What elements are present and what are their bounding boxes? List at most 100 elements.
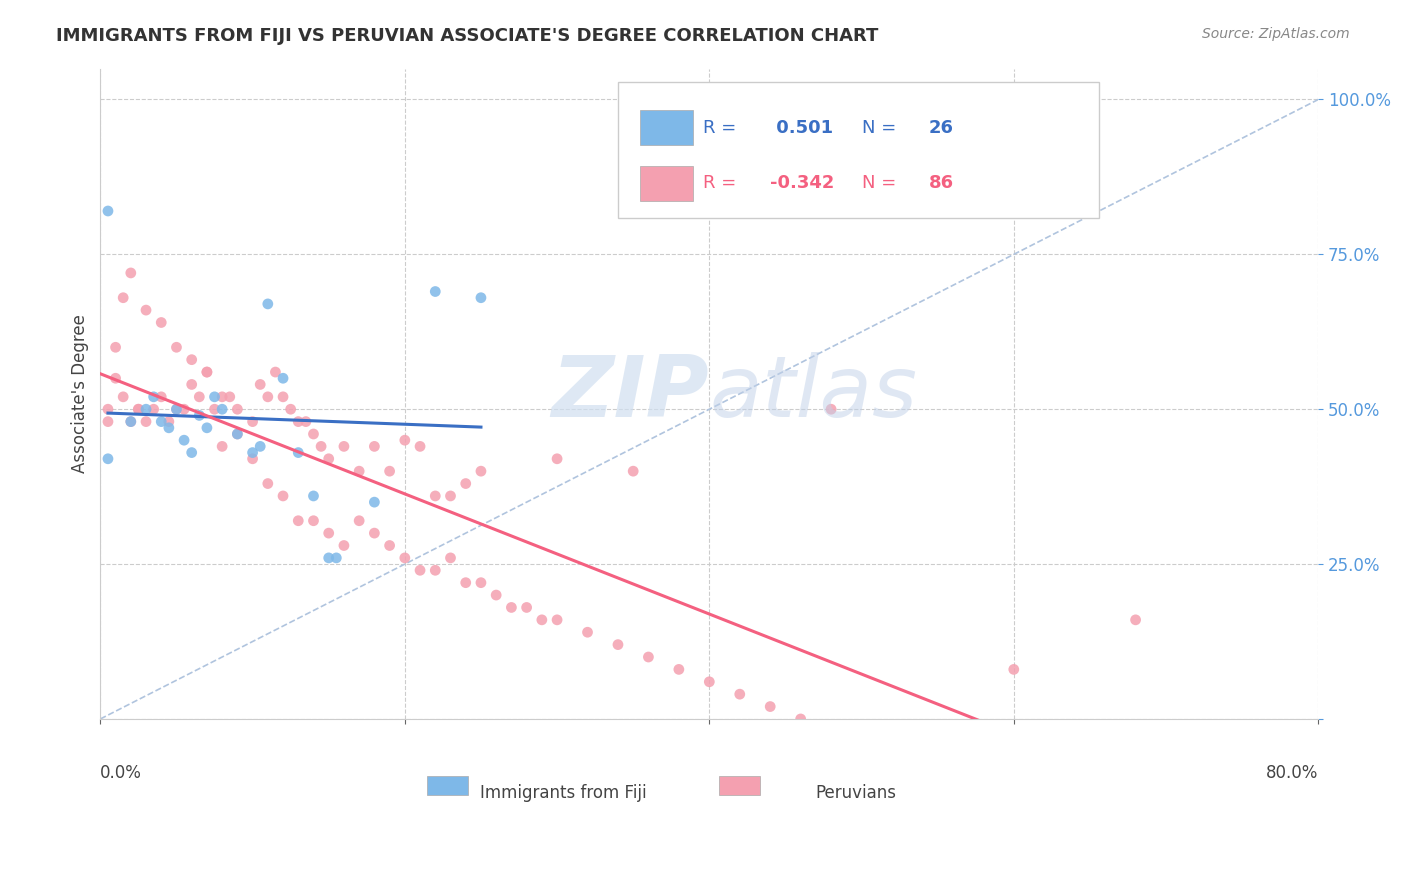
FancyBboxPatch shape <box>619 81 1099 219</box>
Text: Source: ZipAtlas.com: Source: ZipAtlas.com <box>1202 27 1350 41</box>
Point <box>218 390 240 404</box>
Point <box>607 638 630 652</box>
Point <box>546 613 568 627</box>
Point <box>302 514 325 528</box>
Point <box>363 495 385 509</box>
Point <box>363 526 385 541</box>
Text: R =: R = <box>703 174 742 193</box>
Point <box>394 550 416 565</box>
Text: 80.0%: 80.0% <box>1265 764 1319 782</box>
Point <box>180 377 202 392</box>
Point <box>120 415 142 429</box>
Point <box>142 402 165 417</box>
Point <box>454 476 477 491</box>
Point <box>759 699 782 714</box>
FancyBboxPatch shape <box>718 776 761 795</box>
Point <box>188 390 211 404</box>
Point <box>576 625 599 640</box>
Point <box>211 402 233 417</box>
Point <box>104 340 127 354</box>
Point <box>226 402 249 417</box>
Point <box>195 421 218 435</box>
Point <box>530 613 553 627</box>
Point <box>318 451 340 466</box>
Point <box>287 415 309 429</box>
FancyBboxPatch shape <box>640 166 693 201</box>
Point <box>150 415 173 429</box>
Point <box>157 421 180 435</box>
Text: IMMIGRANTS FROM FIJI VS PERUVIAN ASSOCIATE'S DEGREE CORRELATION CHART: IMMIGRANTS FROM FIJI VS PERUVIAN ASSOCIA… <box>56 27 879 45</box>
Point <box>439 550 461 565</box>
Point <box>135 415 157 429</box>
Point <box>97 402 120 417</box>
Point <box>249 439 271 453</box>
Point <box>127 402 149 417</box>
Point <box>1002 662 1025 676</box>
Point <box>309 439 332 453</box>
Point <box>697 674 720 689</box>
Point <box>425 489 447 503</box>
Point <box>97 415 120 429</box>
Point <box>97 451 120 466</box>
Text: atlas: atlas <box>709 352 917 435</box>
Point <box>226 427 249 442</box>
Point <box>135 303 157 318</box>
Point <box>256 476 278 491</box>
Point <box>470 575 492 590</box>
Point <box>621 464 644 478</box>
Point <box>264 365 287 379</box>
Point <box>1125 613 1147 627</box>
Text: ZIP: ZIP <box>551 352 709 435</box>
Point <box>378 464 401 478</box>
Point <box>157 415 180 429</box>
Point <box>204 402 226 417</box>
Point <box>195 365 218 379</box>
Point <box>394 433 416 447</box>
Point <box>112 390 135 404</box>
Point <box>180 445 202 459</box>
Point <box>173 433 195 447</box>
Point <box>120 266 142 280</box>
Point <box>97 204 120 219</box>
Point <box>150 316 173 330</box>
Point <box>135 402 157 417</box>
Point <box>242 451 264 466</box>
Text: N =: N = <box>862 174 901 193</box>
Point <box>302 427 325 442</box>
Point <box>166 402 188 417</box>
Point <box>470 291 492 305</box>
Point <box>195 365 218 379</box>
Text: -0.342: -0.342 <box>770 174 835 193</box>
Point <box>112 291 135 305</box>
Point <box>204 390 226 404</box>
Point <box>211 390 233 404</box>
Point <box>242 445 264 459</box>
Point <box>728 687 751 701</box>
Point <box>188 409 211 423</box>
Point <box>318 550 340 565</box>
Point <box>637 650 659 665</box>
FancyBboxPatch shape <box>640 110 693 145</box>
FancyBboxPatch shape <box>427 776 468 795</box>
Point <box>256 297 278 311</box>
Point <box>378 539 401 553</box>
Text: 26: 26 <box>928 119 953 136</box>
Point <box>295 415 318 429</box>
Point <box>271 390 294 404</box>
Point <box>302 489 325 503</box>
Point <box>120 415 142 429</box>
Point <box>150 390 173 404</box>
Point <box>287 445 309 459</box>
Point <box>333 539 356 553</box>
Point <box>516 600 538 615</box>
Point <box>820 402 842 417</box>
Point <box>226 427 249 442</box>
Text: 0.0%: 0.0% <box>100 764 142 782</box>
Text: 0.501: 0.501 <box>770 119 834 136</box>
Point <box>211 439 233 453</box>
Text: R =: R = <box>703 119 742 136</box>
Point <box>180 352 202 367</box>
Text: N =: N = <box>862 119 901 136</box>
Point <box>333 439 356 453</box>
Point <box>439 489 461 503</box>
